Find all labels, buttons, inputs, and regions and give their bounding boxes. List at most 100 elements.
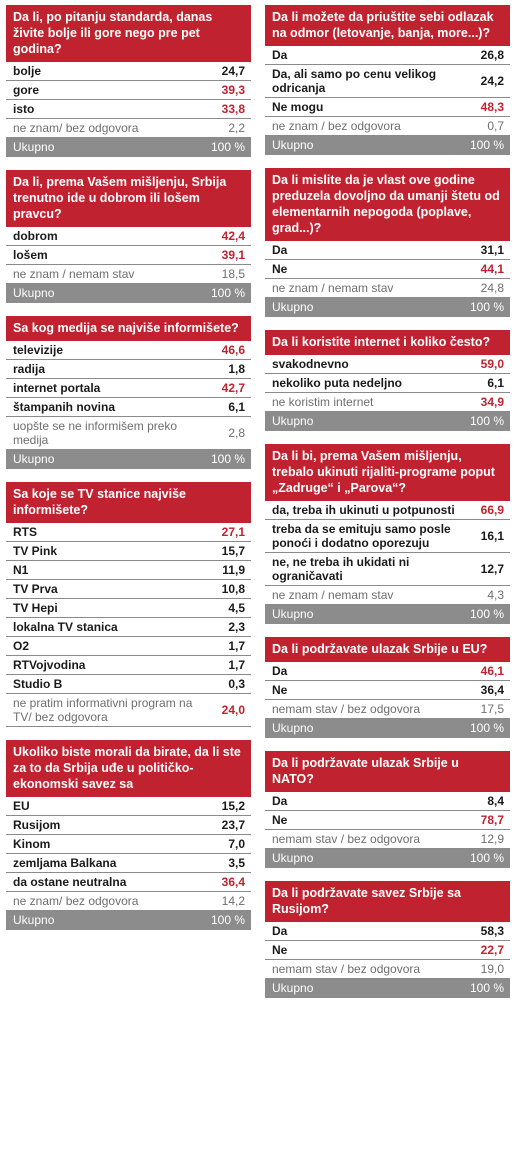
answer-label: lokalna TV stanica	[13, 620, 118, 634]
answer-label: Da	[272, 48, 288, 62]
answer-value: 11,9	[222, 563, 245, 577]
total-value: 100 %	[469, 300, 504, 314]
answer-value: 42,7	[221, 381, 245, 395]
answer-label: ne znam / nemam stav	[272, 588, 394, 602]
poll-question: Sa koje se TV stanice najviše informišet…	[6, 482, 251, 523]
answer-value: 12,9	[480, 832, 504, 846]
answer-label: RTS	[13, 525, 37, 539]
poll-row: Ne 36,4	[265, 681, 510, 700]
total-value: 100 %	[469, 851, 504, 865]
answer-value: 4,5	[228, 601, 245, 615]
poll-table: Da li mislite da je vlast ove godine pre…	[265, 168, 510, 317]
total-value: 100 %	[210, 286, 245, 300]
answer-label: N1	[13, 563, 29, 577]
total-label: Ukupno	[272, 414, 314, 428]
poll-row: Da 46,1	[265, 662, 510, 681]
answer-value: 18,5	[221, 267, 245, 281]
total-value: 100 %	[469, 607, 504, 621]
total-label: Ukupno	[13, 286, 55, 300]
total-row: Ukupno 100 %	[265, 849, 510, 868]
answer-label: da, treba ih ukinuti u potpunosti	[272, 503, 455, 517]
total-label: Ukupno	[272, 981, 314, 995]
poll-table: Sa koje se TV stanice najviše informišet…	[6, 482, 251, 727]
answer-value: 59,0	[480, 357, 504, 371]
poll-row: radija 1,8	[6, 360, 251, 379]
answer-label: zemljama Balkana	[13, 856, 117, 870]
poll-row: da ostane neutralna 36,4	[6, 873, 251, 892]
answer-value: 2,3	[228, 620, 245, 634]
answer-label: Ne	[272, 683, 288, 697]
poll-question: Da li, po pitanju standarda, danas živit…	[6, 5, 251, 62]
answer-value: 19,0	[480, 962, 504, 976]
answer-value: 33,8	[221, 102, 245, 116]
answer-value: 15,2	[221, 799, 245, 813]
total-label: Ukupno	[272, 300, 314, 314]
answer-label: ne pratim informativni program na TV/ be…	[13, 696, 193, 724]
answer-value: 15,7	[221, 544, 245, 558]
answer-label: nemam stav / bez odgovora	[272, 962, 421, 976]
poll-question: Da li bi, prema Vašem mišljenju, trebalo…	[265, 444, 510, 501]
answer-value: 14,2	[221, 894, 245, 908]
poll-row: TV Prva 10,8	[6, 580, 251, 599]
poll-question: Da li koristite internet i koliko često?	[265, 330, 510, 355]
total-value: 100 %	[210, 913, 245, 927]
answer-value: 0,7	[487, 119, 504, 133]
poll-row: O2 1,7	[6, 637, 251, 656]
total-value: 100 %	[210, 140, 245, 154]
answer-label: internet portala	[13, 381, 101, 395]
total-row: Ukupno 100 %	[265, 412, 510, 431]
poll-row: nemam stav / bez odgovora 19,0	[265, 960, 510, 979]
answer-label: Da	[272, 243, 288, 257]
answer-value: 26,8	[480, 48, 504, 62]
poll-row: dobrom 42,4	[6, 227, 251, 246]
poll-row: N1 11,9	[6, 561, 251, 580]
answer-value: 2,8	[228, 426, 245, 440]
answer-label: Da	[272, 794, 288, 808]
answer-label: štampanih novina	[13, 400, 116, 414]
poll-row: ne znam / nemam stav 18,5	[6, 265, 251, 284]
answer-label: Rusijom	[13, 818, 61, 832]
answer-value: 31,1	[480, 243, 504, 257]
poll-row: svakodnevno 59,0	[265, 355, 510, 374]
answer-value: 23,7	[221, 818, 245, 832]
answer-value: 24,7	[221, 64, 245, 78]
answer-value: 3,5	[228, 856, 245, 870]
poll-row: Ne 22,7	[265, 941, 510, 960]
poll-row: Da, ali samo po cenu velikog odricanja 24…	[265, 65, 510, 98]
answer-label: televizije	[13, 343, 64, 357]
total-value: 100 %	[469, 138, 504, 152]
total-value: 100 %	[210, 452, 245, 466]
poll-table: Da li, prema Vašem mišljenju, Srbija tre…	[6, 170, 251, 303]
total-label: Ukupno	[13, 913, 55, 927]
total-row: Ukupno 100 %	[6, 284, 251, 303]
answer-label: Da, ali samo po cenu velikog odricanja	[272, 67, 437, 95]
total-row: Ukupno 100 %	[265, 136, 510, 155]
poll-table: Da li možete da priuštite sebi odlazak n…	[265, 5, 510, 155]
poll-table: Da li podržavate savez Srbije sa Rusijom…	[265, 881, 510, 998]
poll-row: bolje 24,7	[6, 62, 251, 81]
answer-label: svakodnevno	[272, 357, 349, 371]
poll-row: ne znam / bez odgovora 0,7	[265, 117, 510, 136]
poll-question: Da li možete da priuštite sebi odlazak n…	[265, 5, 510, 46]
answer-value: 24,8	[480, 281, 504, 295]
answer-label: bolje	[13, 64, 42, 78]
answer-value: 58,3	[480, 924, 504, 938]
answer-value: 36,4	[480, 683, 504, 697]
total-row: Ukupno 100 %	[265, 605, 510, 624]
total-row: Ukupno 100 %	[6, 911, 251, 930]
answer-value: 8,4	[487, 794, 504, 808]
answer-value: 39,3	[221, 83, 245, 97]
answer-value: 10,8	[221, 582, 245, 596]
poll-table: Da li koristite internet i koliko često?…	[265, 330, 510, 431]
answer-label: ne znam/ bez odgovora	[13, 894, 139, 908]
answer-label: Ne	[272, 813, 288, 827]
answer-label: Da	[272, 924, 288, 938]
poll-row: RTS 27,1	[6, 523, 251, 542]
poll-row: Da 26,8	[265, 46, 510, 65]
answer-label: Ne mogu	[272, 100, 324, 114]
poll-question: Da li podržavate ulazak Srbije u EU?	[265, 637, 510, 662]
poll-row: Ne 78,7	[265, 811, 510, 830]
total-label: Ukupno	[13, 452, 55, 466]
poll-row: Studio B 0,3	[6, 675, 251, 694]
answer-value: 46,1	[480, 664, 504, 678]
